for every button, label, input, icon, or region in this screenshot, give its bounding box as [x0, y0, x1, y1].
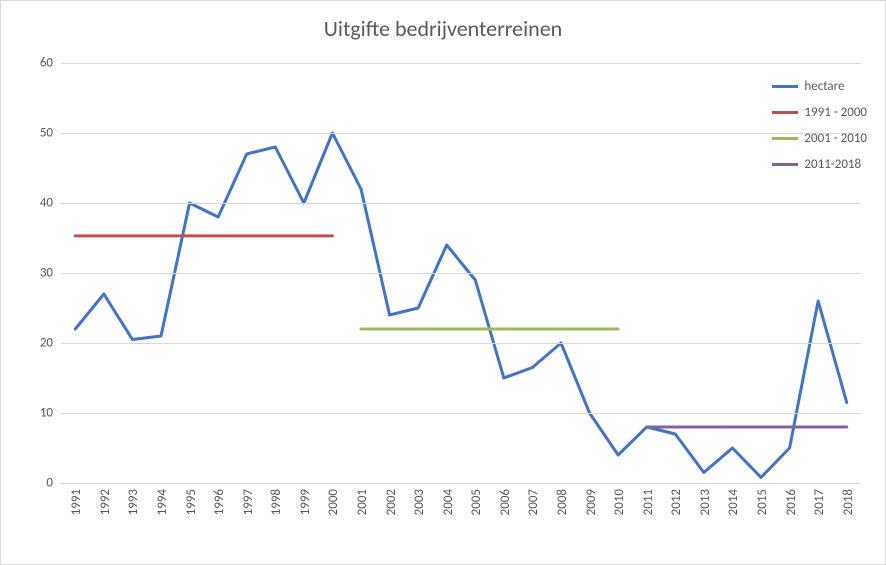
x-tick-label: 2007 [526, 489, 541, 515]
x-tick-label: 2008 [555, 489, 570, 515]
legend-swatch [772, 111, 798, 114]
x-tick-label: 1997 [241, 489, 256, 515]
legend-item: 2011-2018 [772, 157, 867, 172]
legend-swatch [772, 85, 798, 88]
x-tick-label: 2013 [698, 489, 713, 515]
legend: hectare 1991 - 2000 2001 - 2010 2011-2018 [772, 79, 867, 183]
x-tick-label: 1996 [212, 489, 227, 515]
x-tick-label: 1993 [126, 489, 141, 515]
x-tick-label: 1994 [155, 489, 170, 515]
gridline [61, 133, 861, 134]
legend-item: 1991 - 2000 [772, 105, 867, 120]
legend-item: 2001 - 2010 [772, 131, 867, 146]
legend-swatch [772, 163, 798, 166]
y-tick-label: 40 [40, 196, 53, 211]
legend-item: hectare [772, 79, 867, 94]
legend-label: 2011-2018 [804, 157, 861, 172]
y-tick-label: 20 [40, 336, 53, 351]
legend-label: 1991 - 2000 [804, 105, 867, 120]
x-tick-label: 2001 [355, 489, 370, 515]
x-tick-label: 1999 [298, 489, 313, 515]
plot-area: 0102030405060199119921993199419951996199… [61, 63, 861, 483]
y-tick-label: 0 [46, 476, 53, 491]
x-tick-label: 1995 [184, 489, 199, 515]
legend-label: 2001 - 2010 [804, 131, 867, 146]
x-tick-label: 2014 [726, 489, 741, 515]
y-tick-label: 10 [40, 406, 53, 421]
x-tick-label: 2011 [641, 489, 656, 515]
legend-swatch [772, 137, 798, 140]
gridline [61, 343, 861, 344]
x-tick-label: 2003 [412, 489, 427, 515]
chart-container: Uitgifte bedrijventerreinen 010203040506… [0, 0, 886, 565]
x-tick-label: 2012 [669, 489, 684, 515]
gridline [61, 273, 861, 274]
y-tick-label: 50 [40, 126, 53, 141]
x-tick-label: 2010 [612, 489, 627, 515]
x-tick-label: 2006 [498, 489, 513, 515]
x-tick-label: 2002 [384, 489, 399, 515]
x-tick-label: 2016 [784, 489, 799, 515]
x-tick-label: 2018 [841, 489, 856, 515]
legend-label: hectare [804, 79, 844, 94]
x-tick-label: 2000 [326, 489, 341, 515]
x-tick-label: 2004 [441, 489, 456, 515]
x-tick-label: 2015 [755, 489, 770, 515]
x-tick-label: 1991 [69, 489, 84, 515]
gridline [61, 483, 861, 484]
gridline [61, 413, 861, 414]
x-tick-label: 1992 [98, 489, 113, 515]
x-tick-label: 2005 [469, 489, 484, 515]
gridline [61, 63, 861, 64]
x-tick-label: 1998 [269, 489, 284, 515]
chart-title: Uitgifte bedrijventerreinen [1, 15, 885, 42]
x-tick-label: 2017 [812, 489, 827, 515]
y-tick-label: 60 [40, 56, 53, 71]
x-tick-label: 2009 [584, 489, 599, 515]
y-tick-label: 30 [40, 266, 53, 281]
gridline [61, 203, 861, 204]
